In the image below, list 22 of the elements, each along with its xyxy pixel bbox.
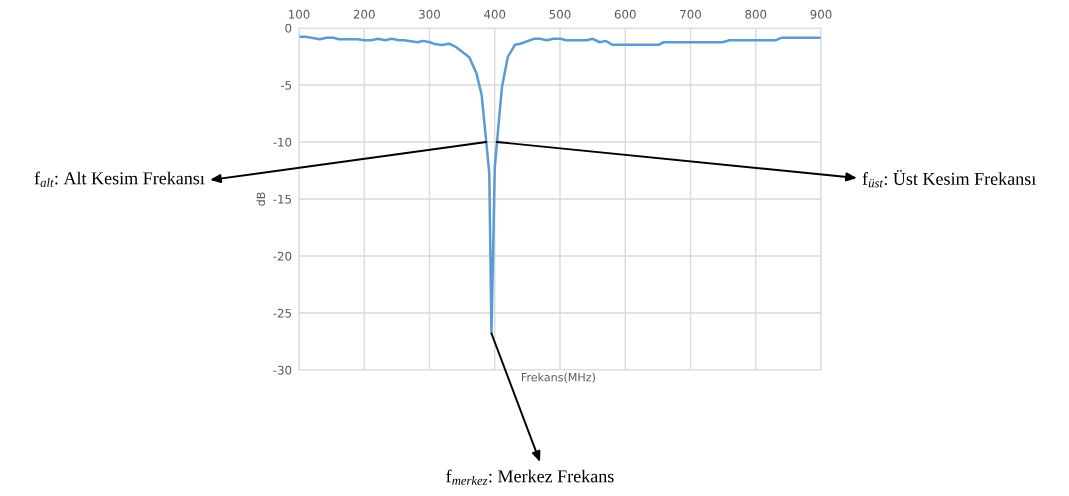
x-tick-label: 700 (680, 9, 701, 19)
y-tick-label: -25 (273, 308, 292, 318)
x-tick-label: 900 (810, 9, 832, 19)
x-axis-title: Frekans(MHz) (521, 372, 595, 383)
annotation: f$_{üst}$: Üst Kesim Frekansı (862, 170, 1036, 188)
x-tick-label: 500 (549, 9, 571, 19)
y-tick-label: 0 (285, 23, 292, 33)
line-series (299, 35, 821, 335)
y-axis-title: dB (256, 192, 266, 206)
annotation: f$_{merkez}$: Merkez Frekans (446, 469, 614, 485)
y-tick-label: -20 (273, 251, 292, 261)
x-tick-label: 300 (419, 9, 440, 19)
x-tick-label: 800 (745, 9, 767, 19)
y-tick-label: -15 (273, 194, 292, 204)
x-tick-label: 400 (484, 9, 506, 19)
y-tick-label: -5 (280, 80, 292, 90)
x-tick-label: 200 (353, 9, 375, 19)
x-tick-label: 600 (614, 9, 636, 19)
annotation: f$_{alt}$: Alt Kesim Frekansı (34, 171, 205, 187)
x-tick-label: 100 (289, 9, 310, 19)
y-tick-label: -10 (273, 137, 292, 147)
y-tick-label: -30 (273, 365, 292, 375)
